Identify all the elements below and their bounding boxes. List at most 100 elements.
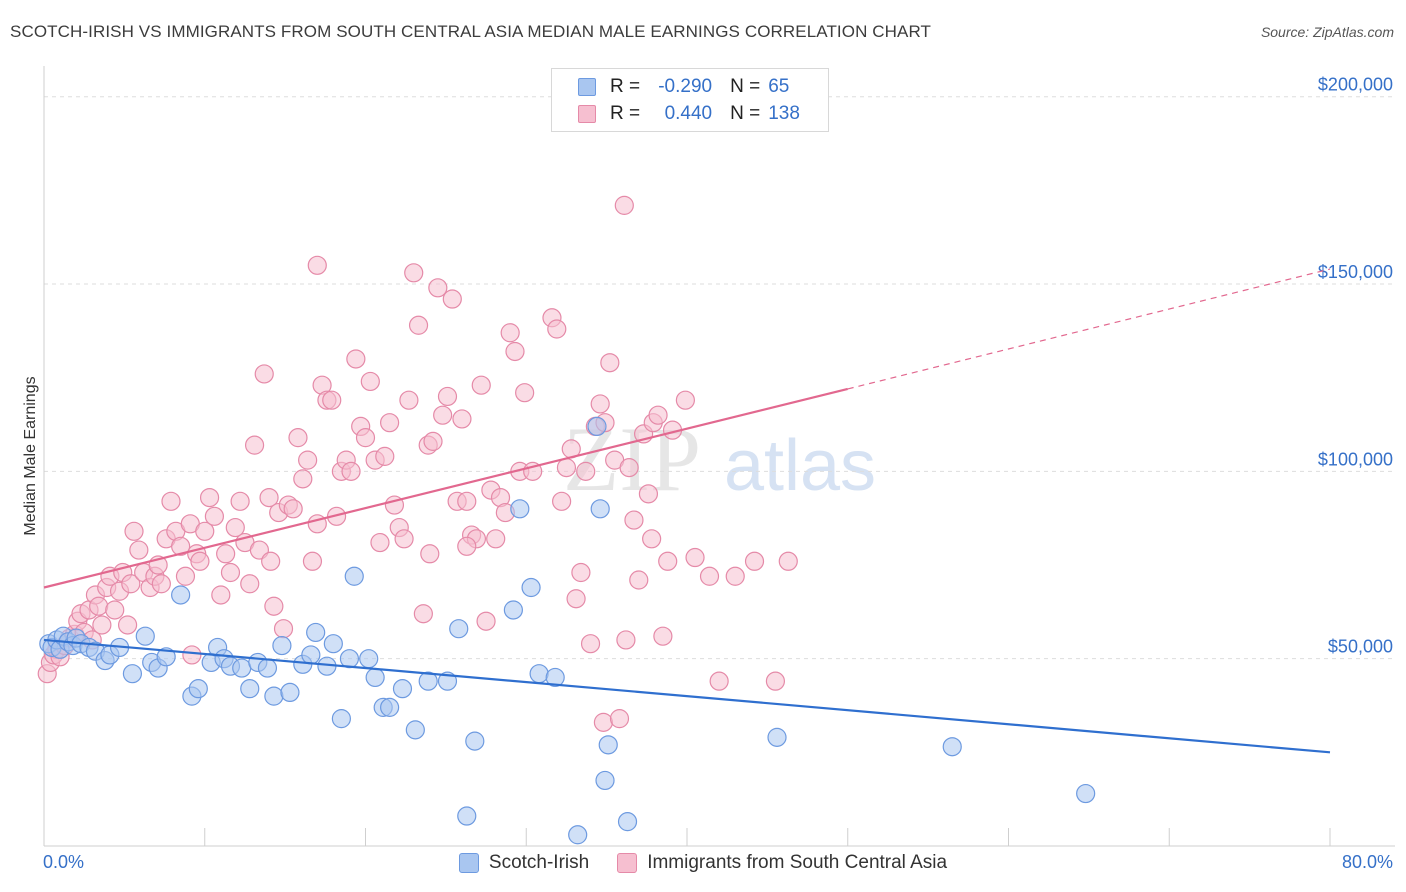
south-central-asia-point <box>244 435 265 455</box>
scotch-irish-point <box>380 697 400 717</box>
south-central-asia-point <box>457 491 477 511</box>
legend-n-label: N = <box>730 76 761 97</box>
south-central-asia-point <box>259 487 279 508</box>
south-central-asia-point <box>624 510 644 530</box>
scotch-irish-point <box>510 499 530 519</box>
correlation-legend: R = -0.290 N = 65 R = 0.440 N = 138 <box>551 68 829 132</box>
scotch-irish-point <box>568 825 588 845</box>
south-central-asia-point <box>614 195 634 215</box>
scotch-irish-point <box>598 735 618 755</box>
south-central-asia-point <box>423 431 443 451</box>
south-central-asia-point <box>121 574 141 594</box>
legend-row-south-central-asia: R = 0.440 N = 138 <box>578 102 808 126</box>
trend-lines <box>43 268 1331 754</box>
y-axis-ticks: $50,000 $100,000 $150,000 $200,000 <box>1318 75 1393 657</box>
south-central-asia-point <box>500 323 520 343</box>
south-central-asia-point <box>117 615 138 635</box>
south-central-asia-point <box>182 645 202 665</box>
south-central-asia-point <box>653 626 673 646</box>
scotch-irish-point <box>264 686 284 706</box>
legend-row-scotch-irish: R = -0.290 N = 65 <box>578 75 808 99</box>
south-central-asia-point <box>216 544 236 564</box>
scotch-irish-point <box>156 647 176 667</box>
south-central-asia-point <box>699 566 720 586</box>
scotch-irish-point <box>272 635 292 656</box>
legend-item-south-central-asia[interactable]: Immigrants from South Central Asia <box>617 852 947 874</box>
south-central-asia-point <box>175 566 196 586</box>
scotch-irish-point <box>767 727 787 747</box>
scotch-irish-point <box>449 619 469 639</box>
scotch-irish-point <box>188 679 208 699</box>
south-central-asia-point <box>288 428 308 448</box>
series-legend: Scotch-Irish Immigrants from South Centr… <box>0 852 1406 874</box>
scotch-irish-point <box>617 812 638 832</box>
south-central-asia-point <box>375 446 395 466</box>
south-central-asia-point <box>556 458 577 478</box>
south-central-asia-point <box>437 386 458 407</box>
south-central-asia-point <box>129 540 149 560</box>
grid-lines <box>44 96 1395 660</box>
south-central-asia-point <box>778 551 798 571</box>
scotch-irish-point <box>339 649 360 669</box>
south-central-asia-point <box>566 589 586 609</box>
south-central-asia-point <box>355 428 376 448</box>
south-central-asia-point <box>476 611 496 631</box>
scotch-irish-point <box>171 585 191 605</box>
south-central-asia-point <box>619 458 639 478</box>
south-central-asia-point <box>105 600 125 620</box>
south-central-asia-point <box>616 630 636 650</box>
south-central-asia-point <box>420 544 440 564</box>
legend-swatch-blue <box>578 78 596 96</box>
south-central-asia-point <box>171 536 191 556</box>
y-tick-label: $100,000 <box>1318 449 1393 469</box>
legend-item-scotch-irish[interactable]: Scotch-Irish <box>458 852 590 874</box>
south-central-asia-point <box>211 585 231 605</box>
scotch-irish-point <box>521 577 541 598</box>
legend-label-south-central-asia: Immigrants from South Central Asia <box>647 852 948 873</box>
scotch-irish-point <box>323 634 343 654</box>
south-central-asia-point <box>765 671 786 691</box>
chart-source: Source: ZipAtlas.com <box>1260 24 1394 40</box>
scotch-irish-point <box>405 720 425 740</box>
south-central-asia-point <box>609 709 630 729</box>
south-central-asia-point <box>225 517 245 538</box>
legend-r-label: R = <box>610 76 641 97</box>
south-central-asia-point <box>240 574 260 594</box>
south-central-asia-point <box>515 383 535 403</box>
series-scotch-irish <box>39 416 1096 845</box>
legend-label-scotch-irish: Scotch-Irish <box>488 852 590 873</box>
south-central-asia-point <box>370 532 390 553</box>
y-tick-label: $150,000 <box>1318 262 1393 282</box>
south-central-asia-point <box>346 349 366 369</box>
legend-n-value: 138 <box>768 103 800 124</box>
south-central-asia-point <box>199 487 220 508</box>
scotch-irish-point <box>359 649 379 669</box>
south-central-asia-point <box>442 289 462 309</box>
legend-swatch-blue <box>458 853 479 873</box>
south-central-asia-point <box>638 484 659 504</box>
south-central-asia-point <box>658 551 678 571</box>
scotch-irish-point <box>392 679 413 699</box>
south-central-asia-point <box>322 390 342 410</box>
south-central-asia-point <box>302 551 323 571</box>
trend-line-south-central-asia <box>43 387 849 589</box>
scotch-irish-point <box>465 731 485 751</box>
south-central-asia-point <box>298 450 318 470</box>
south-central-asia-point <box>394 529 414 549</box>
trend-line-scotch-irish <box>43 638 1331 754</box>
south-central-asia-point <box>254 364 274 384</box>
legend-r-value: -0.290 <box>658 76 713 97</box>
scotch-irish-point <box>503 600 523 620</box>
south-central-asia-point <box>307 255 327 275</box>
scotch-irish-point <box>122 664 143 684</box>
south-central-asia-point <box>486 529 506 549</box>
scotch-irish-point <box>135 626 155 646</box>
south-central-asia-point <box>89 596 109 616</box>
south-central-asia-point <box>648 405 668 425</box>
south-central-asia-point <box>220 562 241 583</box>
scotch-irish-point <box>529 664 549 684</box>
south-central-asia-point <box>452 409 472 429</box>
south-central-asia-point <box>725 566 745 586</box>
south-central-asia-point <box>471 375 491 395</box>
